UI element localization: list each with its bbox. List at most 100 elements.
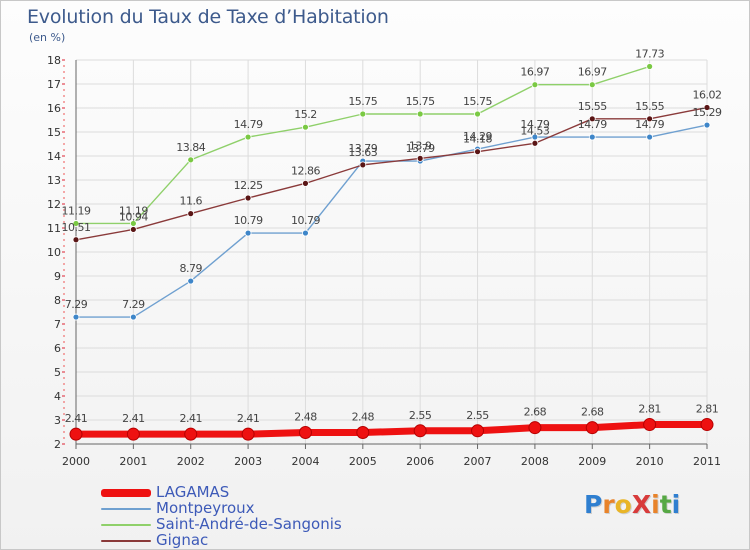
data-point-montpeyroux	[129, 313, 137, 321]
y-tick-label: 10	[47, 246, 61, 259]
y-tick-label: 14	[47, 150, 61, 163]
data-point-saint-andre-de-sangonis	[416, 110, 424, 118]
series-line-lagamas	[72, 421, 711, 438]
data-point-lagamas	[471, 424, 485, 438]
data-label-montpeyroux: 14.79	[635, 118, 664, 131]
data-point-saint-andre-de-sangonis	[244, 133, 252, 141]
data-point-gignac	[531, 139, 539, 147]
data-label-montpeyroux: 10.79	[234, 214, 263, 227]
data-point-lagamas	[528, 421, 542, 435]
legend-label: LAGAMAS	[156, 483, 230, 501]
data-label-gignac: 15.55	[635, 100, 664, 113]
data-point-montpeyroux	[244, 229, 252, 237]
data-label-gignac: 15.55	[578, 100, 607, 113]
y-tick-label: 7	[54, 318, 61, 331]
data-point-lagamas	[126, 427, 140, 441]
data-point-saint-andre-de-sangonis	[72, 220, 80, 227]
line-chart: 2 3 4 5 6 7 8 9 10 11 12 13 14 15 16 17 18 2000 2001 2002 20…	[47, 47, 722, 468]
data-label-saint-andre-de-sangonis: 14.79	[234, 118, 263, 131]
legend-label: Gignac	[156, 531, 209, 549]
data-point-gignac	[129, 226, 137, 233]
data-label-gignac: 13.9	[409, 139, 432, 152]
data-label-gignac: 16.02	[693, 89, 722, 102]
data-label-saint-andre-de-sangonis: 13.84	[176, 141, 205, 154]
data-point-saint-andre-de-sangonis	[588, 81, 596, 89]
data-label-saint-andre-de-sangonis: 11.19	[62, 204, 91, 217]
data-label-lagamas: 2.55	[409, 409, 432, 422]
data-point-lagamas	[356, 425, 370, 439]
data-label-gignac: 14.53	[520, 124, 549, 137]
data-point-saint-andre-de-sangonis	[474, 110, 481, 118]
legend-swatch	[101, 524, 151, 526]
x-tick-label: 2009	[578, 455, 606, 468]
data-label-saint-andre-de-sangonis: 15.75	[463, 95, 492, 108]
y-tick-label: 18	[47, 54, 61, 67]
data-label-gignac: 10.51	[62, 221, 91, 234]
data-label-gignac: 13.63	[348, 146, 377, 159]
data-label-saint-andre-de-sangonis: 15.75	[348, 95, 377, 108]
x-tick-label: 2006	[406, 455, 434, 468]
y-tick-label: 9	[54, 270, 61, 283]
y-tick-label: 15	[47, 126, 61, 139]
legend-swatch	[101, 540, 151, 542]
data-point-gignac	[646, 115, 654, 123]
data-label-gignac: 11.6	[179, 195, 202, 208]
data-label-montpeyroux: 13.79	[348, 142, 377, 155]
data-label-saint-andre-de-sangonis: 16.97	[578, 66, 607, 79]
y-tick-label: 16	[47, 102, 61, 115]
data-point-gignac	[703, 104, 711, 111]
data-point-saint-andre-de-sangonis	[302, 123, 309, 131]
data-point-gignac	[187, 210, 195, 218]
x-tick-label: 2011	[693, 455, 721, 468]
logo-letter: r	[602, 490, 615, 519]
data-point-gignac	[244, 194, 252, 202]
data-point-montpeyroux	[72, 313, 80, 321]
data-label-saint-andre-de-sangonis: 11.19	[119, 204, 148, 217]
chart-title: Evolution du Taux de Taxe d’Habitation	[27, 6, 389, 28]
data-point-saint-andre-de-sangonis	[646, 63, 654, 70]
data-point-montpeyroux	[703, 121, 711, 129]
data-point-saint-andre-de-sangonis	[359, 110, 367, 118]
logo-letter: P	[584, 490, 603, 519]
data-point-montpeyroux	[588, 133, 596, 141]
data-point-gignac	[302, 179, 309, 187]
data-label-montpeyroux: 7.29	[122, 298, 145, 311]
series-line-montpeyroux	[75, 124, 708, 318]
y-tick-label: 2	[54, 438, 61, 451]
y-tick-label: 3	[54, 414, 61, 427]
x-tick-label: 2001	[119, 455, 147, 468]
data-point-lagamas	[700, 418, 714, 432]
x-tick-label: 2002	[177, 455, 205, 468]
legend-label: Montpeyroux	[156, 499, 255, 517]
data-label-gignac: 12.86	[291, 164, 320, 177]
data-label-lagamas: 2.68	[524, 406, 547, 419]
legend-swatch	[101, 508, 151, 510]
x-tick-label: 2007	[464, 455, 492, 468]
data-label-lagamas: 2.81	[638, 403, 661, 416]
data-label-lagamas: 2.55	[466, 409, 489, 422]
y-tick-label: 6	[54, 342, 61, 355]
data-point-saint-andre-de-sangonis	[187, 156, 195, 164]
data-label-montpeyroux: 8.79	[179, 262, 202, 275]
logo-letter: i	[671, 490, 681, 519]
logo-letter: t	[659, 490, 672, 519]
data-label-saint-andre-de-sangonis: 16.97	[520, 66, 549, 79]
data-label-saint-andre-de-sangonis: 15.2	[294, 108, 317, 121]
x-tick-label: 2003	[234, 455, 262, 468]
data-point-gignac	[416, 154, 424, 162]
data-label-lagamas: 2.81	[696, 403, 719, 416]
data-point-lagamas	[241, 427, 255, 441]
data-point-lagamas	[643, 418, 657, 432]
data-label-montpeyroux: 14.29	[463, 130, 492, 143]
data-label-montpeyroux: 15.29	[693, 106, 722, 119]
data-label-montpeyroux: 14.79	[520, 118, 549, 131]
chart-unit: (en %)	[29, 31, 66, 44]
data-point-gignac	[474, 148, 481, 156]
logo-letter: X	[631, 490, 652, 519]
data-label-gignac: 10.94	[119, 210, 148, 223]
data-label-montpeyroux: 7.29	[65, 298, 88, 311]
data-label-lagamas: 2.68	[581, 406, 604, 419]
x-tick-label: 2005	[349, 455, 377, 468]
data-point-saint-andre-de-sangonis	[531, 81, 539, 89]
